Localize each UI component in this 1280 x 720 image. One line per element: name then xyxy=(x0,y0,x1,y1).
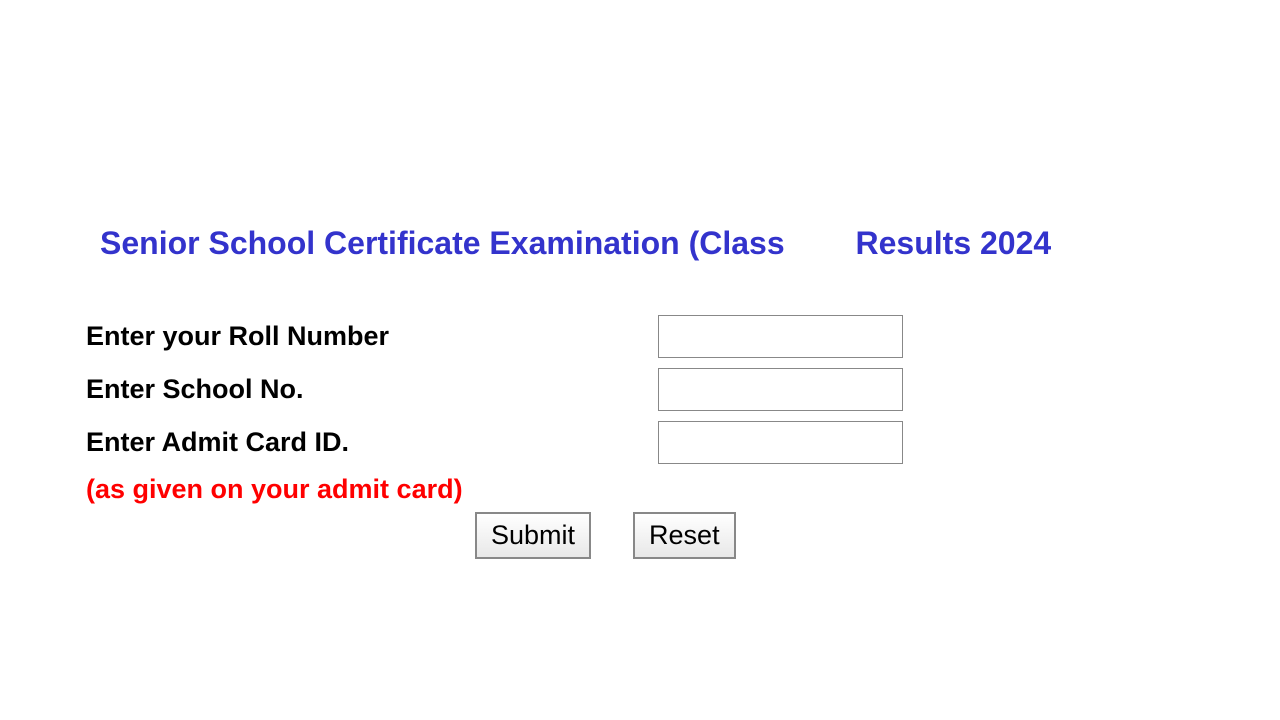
school-number-label: Enter School No. xyxy=(86,374,658,405)
admit-card-label: Enter Admit Card ID. xyxy=(86,427,658,458)
admit-card-input[interactable] xyxy=(658,421,903,464)
roll-number-input[interactable] xyxy=(658,315,903,358)
admit-card-row: Enter Admit Card ID. xyxy=(86,421,906,464)
button-container: Submit Reset xyxy=(475,512,736,559)
roll-number-row: Enter your Roll Number xyxy=(86,315,906,358)
submit-button[interactable]: Submit xyxy=(475,512,591,559)
results-form: Enter your Roll Number Enter School No. … xyxy=(86,315,906,505)
page-title: Senior School Certificate Examination (C… xyxy=(100,225,1120,262)
title-part2: Results 2024 xyxy=(856,225,1052,261)
reset-button[interactable]: Reset xyxy=(633,512,736,559)
roll-number-label: Enter your Roll Number xyxy=(86,321,658,352)
school-number-input[interactable] xyxy=(658,368,903,411)
title-part1: Senior School Certificate Examination (C… xyxy=(100,225,785,261)
page-title-container: Senior School Certificate Examination (C… xyxy=(100,225,1120,262)
school-number-row: Enter School No. xyxy=(86,368,906,411)
admit-card-hint: (as given on your admit card) xyxy=(86,474,906,505)
